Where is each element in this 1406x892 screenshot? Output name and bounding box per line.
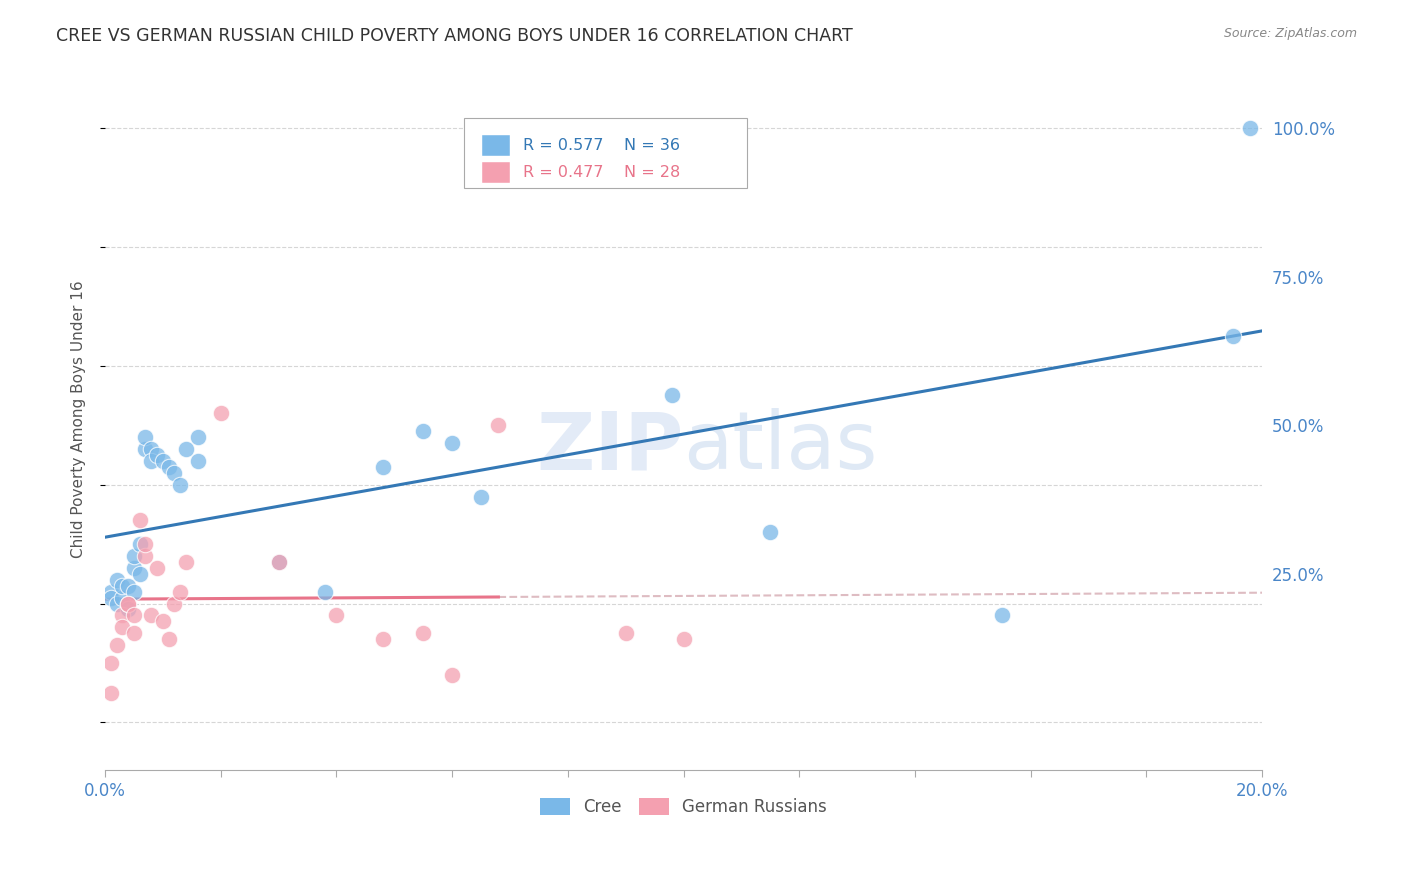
Point [128, 513, 150, 527]
Point [146, 561, 169, 575]
Point [661, 388, 683, 402]
Point [141, 454, 163, 468]
Point [117, 597, 139, 611]
Text: Source: ZipAtlas.com: Source: ZipAtlas.com [1223, 27, 1357, 40]
Point [122, 584, 145, 599]
Point [117, 602, 139, 616]
Point [163, 466, 186, 480]
Point [134, 537, 156, 551]
Point [152, 615, 174, 629]
Point [111, 620, 134, 634]
Point [163, 597, 186, 611]
Point [111, 591, 134, 605]
Point [759, 525, 782, 540]
Point [412, 626, 434, 640]
Point [371, 632, 394, 647]
Point [267, 555, 290, 569]
Point [128, 537, 150, 551]
Point [105, 573, 128, 587]
Y-axis label: Child Poverty Among Boys Under 16: Child Poverty Among Boys Under 16 [72, 280, 86, 558]
Text: R = 0.577    N = 36: R = 0.577 N = 36 [523, 137, 679, 153]
Point [146, 448, 169, 462]
Point [441, 668, 464, 682]
Point [100, 686, 122, 700]
Point [371, 459, 394, 474]
Point [174, 555, 197, 569]
Legend: Cree, German Russians: Cree, German Russians [531, 790, 835, 825]
Point [117, 579, 139, 593]
Text: ZIP: ZIP [536, 409, 683, 486]
Point [187, 454, 209, 468]
Point [100, 584, 122, 599]
Point [134, 442, 156, 456]
Point [157, 632, 180, 647]
Text: R = 0.477    N = 28: R = 0.477 N = 28 [523, 165, 681, 180]
Point [122, 549, 145, 563]
Point [122, 626, 145, 640]
Point [486, 418, 509, 433]
FancyBboxPatch shape [464, 118, 747, 188]
Point [314, 584, 336, 599]
Point [122, 608, 145, 623]
Point [141, 608, 163, 623]
Point [412, 424, 434, 438]
Point [122, 561, 145, 575]
Point [134, 430, 156, 444]
Point [325, 608, 347, 623]
Text: atlas: atlas [683, 409, 877, 486]
Point [105, 638, 128, 652]
Point [100, 656, 122, 670]
Point [128, 566, 150, 581]
Point [134, 549, 156, 563]
Point [209, 406, 232, 420]
Point [990, 608, 1012, 623]
Point [152, 454, 174, 468]
Point [111, 579, 134, 593]
Point [187, 430, 209, 444]
Point [100, 591, 122, 605]
Point [614, 626, 637, 640]
Point [672, 632, 695, 647]
Point [105, 597, 128, 611]
Point [470, 490, 492, 504]
FancyBboxPatch shape [482, 135, 510, 155]
Point [117, 597, 139, 611]
Point [157, 459, 180, 474]
Point [169, 584, 191, 599]
Point [169, 477, 191, 491]
Point [267, 555, 290, 569]
Point [1239, 120, 1261, 135]
Point [111, 608, 134, 623]
Point [174, 442, 197, 456]
FancyBboxPatch shape [482, 162, 510, 184]
Point [441, 436, 464, 450]
Text: CREE VS GERMAN RUSSIAN CHILD POVERTY AMONG BOYS UNDER 16 CORRELATION CHART: CREE VS GERMAN RUSSIAN CHILD POVERTY AMO… [56, 27, 853, 45]
Point [1222, 329, 1244, 343]
Point [141, 442, 163, 456]
